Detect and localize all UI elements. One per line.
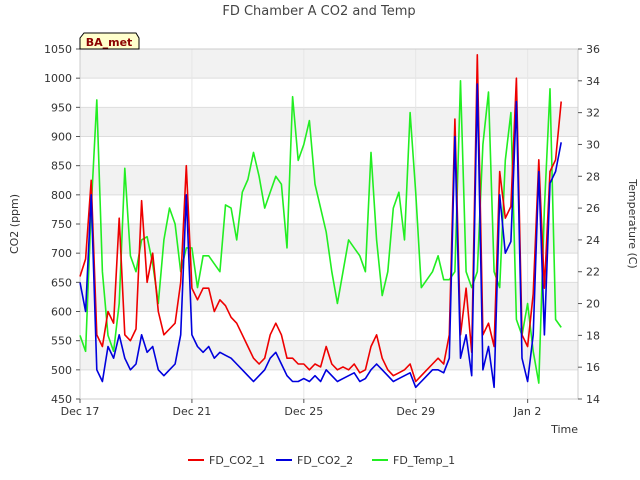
axes: 450 500 550 600 650 700 750 800 850 900 950 1000 105… xyxy=(44,43,600,418)
y2-axis-title: Temperature (C) xyxy=(626,178,639,268)
y-tick-label: 900 xyxy=(51,131,72,144)
background-band xyxy=(80,49,578,79)
series-line-fd-temp-1 xyxy=(79,80,562,384)
y2-tick-label: 30 xyxy=(586,138,600,151)
y-tick-label: 600 xyxy=(51,306,72,319)
series-line-fd-co2-2 xyxy=(79,83,562,389)
y2-tick-label: 22 xyxy=(586,266,600,279)
y2-tick-label: 32 xyxy=(586,107,600,120)
background-band xyxy=(80,165,578,195)
x-tick-label: Dec 21 xyxy=(173,405,212,418)
site-badge-label: BA_met xyxy=(86,36,133,49)
background-band xyxy=(80,136,578,166)
x-axis-title: Time xyxy=(550,423,578,436)
y2-tick-label: 24 xyxy=(586,234,600,247)
y2-tick-label: 36 xyxy=(586,43,600,56)
x-tick-label: Jan 2 xyxy=(513,405,541,418)
y-tick-label: 450 xyxy=(51,393,72,406)
series-layer xyxy=(79,53,562,389)
y2-tick-label: 20 xyxy=(586,298,600,311)
y-tick-label: 700 xyxy=(51,247,72,260)
site-badge: BA_met xyxy=(79,32,140,50)
background-band xyxy=(80,311,578,341)
y2-tick-label: 16 xyxy=(586,361,600,374)
background-band xyxy=(80,282,578,312)
y-tick-label: 800 xyxy=(51,189,72,202)
y2-tick-label: 14 xyxy=(586,393,600,406)
y2-tick-label: 34 xyxy=(586,75,600,88)
legend: FD_CO2_1 FD_CO2_2 FD_Temp_1 xyxy=(188,454,455,467)
legend-label: FD_CO2_2 xyxy=(297,454,353,467)
y2-tick-label: 28 xyxy=(586,170,600,183)
x-tick-label: Dec 17 xyxy=(61,405,100,418)
y-axis-title: CO2 (ppm) xyxy=(8,194,21,254)
x-tick-label: Dec 29 xyxy=(396,405,435,418)
y-tick-label: 950 xyxy=(51,101,72,114)
y2-tick-label: 18 xyxy=(586,329,600,342)
y2-tick-label: 26 xyxy=(586,202,600,215)
y-tick-label: 550 xyxy=(51,335,72,348)
y-tick-label: 750 xyxy=(51,218,72,231)
x-tick-label: Dec 25 xyxy=(284,405,323,418)
background-band xyxy=(80,78,578,108)
y-tick-label: 850 xyxy=(51,160,72,173)
legend-label: FD_Temp_1 xyxy=(393,454,455,467)
y-tick-label: 1050 xyxy=(44,43,72,56)
background-band xyxy=(80,194,578,224)
y-tick-label: 650 xyxy=(51,276,72,289)
y-tick-label: 1000 xyxy=(44,72,72,85)
background-band xyxy=(80,369,578,399)
y-tick-label: 500 xyxy=(51,364,72,377)
background-band xyxy=(80,107,578,137)
legend-label: FD_CO2_1 xyxy=(209,454,265,467)
chart-title: FD Chamber A CO2 and Temp xyxy=(222,4,415,19)
